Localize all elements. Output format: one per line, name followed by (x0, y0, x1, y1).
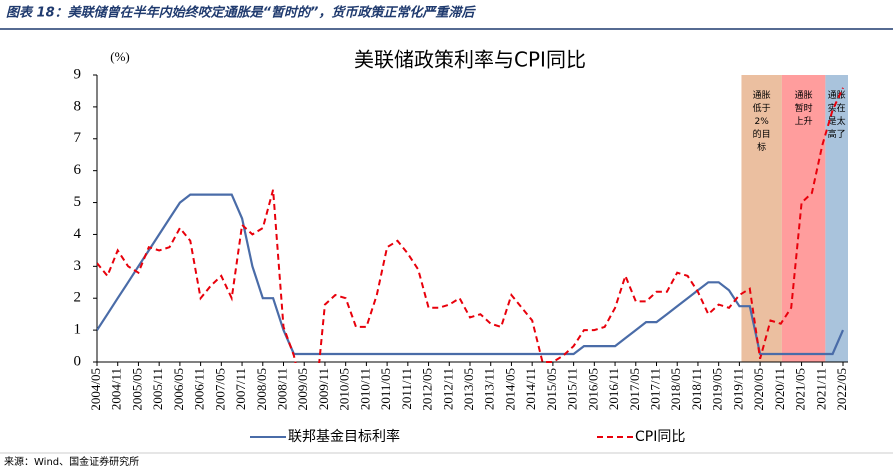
legend-label: CPI同比 (635, 429, 685, 445)
y-tick-label: 8 (74, 98, 82, 114)
plot-area (97, 87, 845, 363)
x-tick-label: 2011/11 (399, 368, 414, 410)
x-tick-label: 2010/05 (337, 368, 352, 411)
x-tick-label: 2015/11 (565, 368, 580, 410)
chart-title: 美联储政策利率与CPI同比 (354, 48, 586, 72)
y-axis-label: (%) (110, 49, 130, 64)
x-tick-label: 2017/05 (627, 368, 642, 411)
y-tick-label: 2 (74, 290, 82, 306)
x-tick-label: 2019/11 (730, 368, 745, 410)
x-tick-label: 2017/11 (647, 368, 662, 410)
y-tick-label: 4 (74, 226, 82, 242)
x-tick-label: 2012/05 (420, 368, 435, 411)
x-tick-label: 2020/05 (751, 368, 766, 411)
x-tick-label: 2009/11 (316, 368, 331, 410)
source: 来源：Wind、国金证券研究所 (4, 455, 139, 468)
x-tick-label: 2008/11 (274, 368, 289, 410)
series-line (97, 193, 845, 356)
x-tick-label: 2013/05 (461, 368, 476, 411)
x-tick-label: 2009/05 (295, 368, 310, 411)
x-tick-label: 2005/11 (150, 368, 165, 410)
x-tick-label: 2018/05 (668, 368, 683, 411)
y-tick-label: 5 (74, 194, 82, 210)
x-tick-label: 2018/11 (689, 368, 704, 410)
x-tick-label: 2016/05 (585, 368, 600, 411)
x-tick-label: 2021/11 (813, 368, 828, 410)
annotation-band (781, 75, 826, 362)
annotation-band (741, 75, 782, 362)
y-tick-label: 3 (74, 258, 82, 274)
annotation-text: 通胀低于 2%的目标 (753, 90, 771, 153)
x-tick-label: 2008/05 (254, 368, 269, 411)
x-tick-label: 2020/11 (772, 368, 787, 410)
x-tick-label: 2006/05 (171, 368, 186, 411)
x-tick-label: 2014/11 (523, 368, 538, 410)
y-tick-label: 9 (74, 66, 82, 82)
x-tick-label: 2021/05 (793, 368, 808, 411)
header: 图表 18：美联储曾在半年内始终咬定通胀是“暂时的”，货币政策正常化严重滞后 (6, 5, 476, 21)
x-tick-label: 2010/11 (357, 368, 372, 410)
x-tick-label: 2012/11 (440, 368, 455, 410)
x-tick-label: 2013/11 (482, 368, 497, 410)
x-tick-label: 2004/11 (109, 368, 124, 410)
x-tick-label: 2007/05 (212, 368, 227, 411)
y-tick-label: 7 (74, 130, 82, 146)
x-tick-label: 2019/05 (710, 368, 725, 411)
x-tick-label: 2005/05 (129, 368, 144, 411)
y-tick-label: 6 (74, 162, 82, 178)
x-tick-label: 2004/05 (88, 368, 103, 411)
x-tick-label: 2022/05 (834, 368, 849, 411)
annotation-band (825, 75, 848, 362)
x-tick-label: 2014/05 (502, 368, 517, 411)
series-line (97, 87, 844, 363)
y-tick-label: 0 (74, 353, 82, 369)
legend-label: 联邦基金目标利率 (288, 428, 400, 445)
y-tick-label: 1 (74, 322, 82, 338)
x-tick-label: 2006/11 (192, 368, 207, 410)
annotation-text: 通胀暂时上升 (795, 90, 813, 127)
x-tick-label: 2015/05 (544, 368, 559, 411)
x-tick-label: 2011/05 (378, 368, 393, 410)
x-tick-label: 2016/11 (606, 368, 621, 410)
x-tick-label: 2007/11 (233, 368, 248, 410)
